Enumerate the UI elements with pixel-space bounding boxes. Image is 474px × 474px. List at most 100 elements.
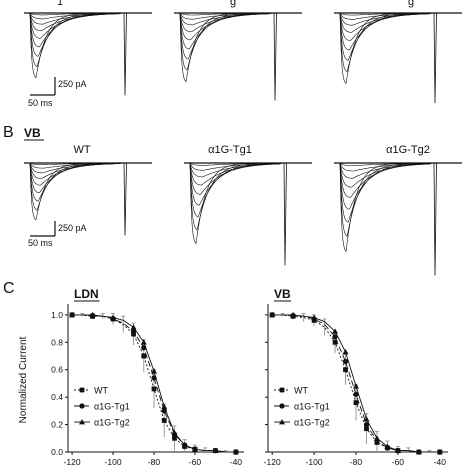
panel-b-col-label-tg1: α1G-Tg1 — [208, 144, 252, 156]
data-point — [69, 311, 76, 318]
scale-label-time: 50 ms — [28, 98, 53, 108]
current-trace — [24, 12, 123, 57]
current-trace — [184, 162, 283, 218]
series-triangle — [269, 311, 443, 455]
current-trace — [174, 12, 273, 33]
panel-b-col-label-tg2: α1G-Tg2 — [386, 144, 430, 156]
data-point — [332, 328, 339, 334]
data-point — [353, 383, 359, 389]
data-point — [110, 314, 117, 320]
x-tick-label: -80 — [148, 457, 161, 467]
current-trace — [24, 162, 123, 202]
x-tick-label: -100 — [306, 457, 323, 467]
chart-title: LDN — [74, 287, 99, 301]
y-tick-label: 0.6 — [51, 365, 63, 375]
data-point — [79, 387, 85, 393]
data-point — [141, 353, 147, 359]
data-point — [130, 328, 137, 334]
data-point — [342, 348, 349, 355]
current-trace — [334, 162, 433, 188]
current-trace — [24, 162, 123, 179]
current-trace — [184, 162, 283, 186]
panel-b: B VB WT α1G-Tg1 α1G-Tg2 250 pA 50 ms — [3, 124, 462, 276]
current-trace — [334, 162, 433, 210]
tail-current-trace — [433, 162, 437, 276]
legend: WT α1G-Tg1 α1G-Tg2 — [274, 386, 330, 428]
current-trace — [334, 12, 432, 85]
current-trace — [24, 162, 123, 211]
data-point — [279, 419, 285, 425]
y-tick-label: 0.0 — [51, 447, 63, 457]
data-point — [290, 311, 297, 318]
current-trace — [24, 12, 123, 48]
chart-title: VB — [274, 287, 291, 301]
panel-a-traces — [24, 12, 462, 104]
x-tick-label: -40 — [434, 457, 447, 467]
data-point — [232, 449, 239, 455]
trace-cluster — [334, 162, 462, 276]
data-point — [311, 314, 318, 320]
current-trace — [174, 12, 272, 83]
data-point — [353, 391, 359, 397]
data-point — [172, 435, 177, 441]
panel-c-letter: C — [3, 280, 15, 297]
y-tick-label: 1.0 — [51, 310, 63, 320]
current-trace — [24, 12, 123, 68]
current-trace — [334, 12, 433, 51]
data-point — [161, 403, 168, 410]
data-point — [130, 324, 137, 330]
data-point — [161, 418, 167, 423]
y-axis-label: Normalized Current — [18, 336, 29, 423]
data-point — [415, 449, 422, 455]
current-trace — [334, 162, 433, 223]
series-triangle — [69, 311, 239, 455]
scale-label-current: 250 pA — [58, 223, 87, 233]
current-trace — [334, 162, 433, 237]
data-point — [151, 368, 157, 374]
trace-cluster — [24, 12, 152, 96]
x-tick-label: -40 — [230, 457, 243, 467]
legend-label: α1G-Tg1 — [294, 402, 330, 412]
x-tick-label: -100 — [105, 457, 122, 467]
tail-current-trace — [273, 12, 277, 101]
trace-cluster — [334, 12, 462, 104]
data-point — [332, 334, 338, 340]
panel-c: C Normalized Current LDN -120 -100 -80 -60 -4… — [3, 280, 448, 467]
panel-b-letter: B — [3, 124, 14, 141]
tail-current-trace — [123, 162, 127, 236]
tail-current-trace — [283, 162, 287, 266]
data-point — [279, 387, 285, 393]
data-point — [384, 443, 391, 449]
panel-b-traces — [24, 162, 462, 276]
data-point — [436, 449, 443, 455]
data-point — [342, 358, 349, 365]
current-trace — [24, 12, 122, 79]
current-trace — [24, 12, 123, 32]
data-point — [140, 339, 147, 345]
current-trace — [184, 162, 283, 231]
panel-b-scale-bar: 250 pA 50 ms — [28, 221, 87, 248]
plot-vb: VB -120 -100 -80 -60 -40 WT α1G-Tg1 α1G-Tg2 — [264, 287, 448, 467]
legend-label: α1G-Tg2 — [294, 418, 330, 428]
data-point — [279, 403, 285, 409]
scale-label-time: 50 ms — [28, 238, 53, 248]
x-tick-label: -120 — [264, 457, 281, 467]
legend-label: α1G-Tg1 — [94, 402, 130, 412]
current-trace — [174, 12, 273, 50]
data-point — [171, 429, 178, 436]
current-trace — [334, 12, 433, 61]
error-bars — [280, 312, 432, 452]
scale-label-current: 250 pA — [58, 79, 87, 89]
data-point — [181, 442, 188, 448]
x-tick-label: -60 — [392, 457, 405, 467]
tail-current-trace — [123, 12, 127, 96]
legend-label: WT — [94, 386, 108, 396]
current-trace — [334, 12, 433, 33]
trace-cluster — [184, 162, 312, 266]
data-point — [363, 416, 370, 422]
legend-label: WT — [294, 386, 308, 396]
current-trace — [24, 162, 123, 194]
current-trace — [174, 12, 273, 60]
current-trace — [334, 12, 433, 73]
